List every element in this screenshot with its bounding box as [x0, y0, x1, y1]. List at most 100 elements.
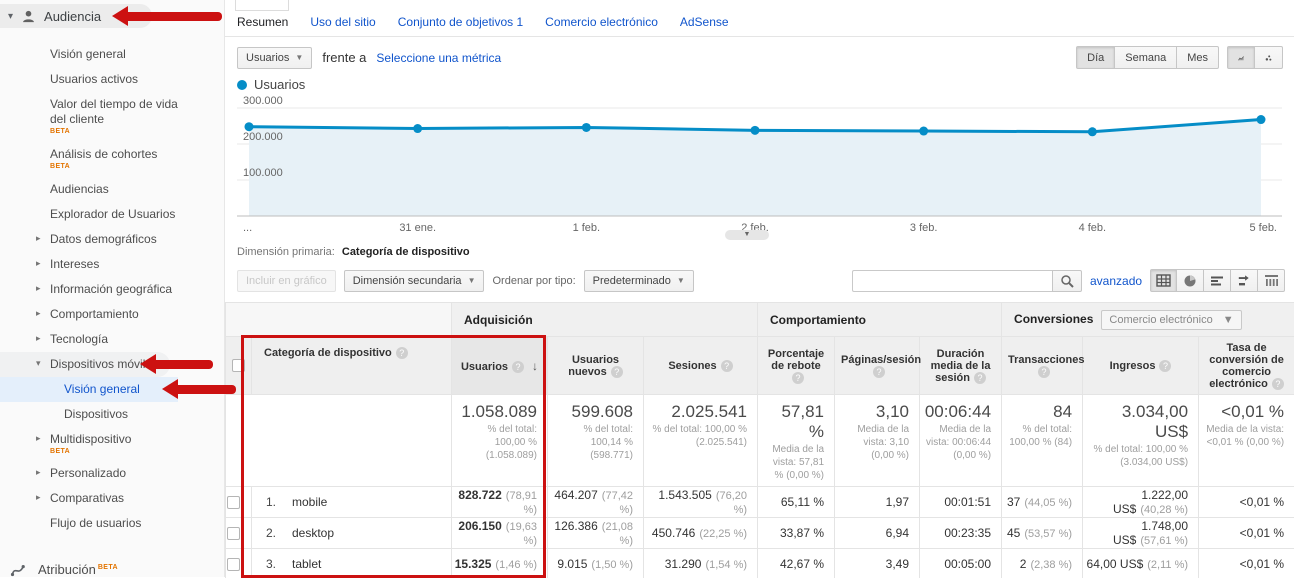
help-icon[interactable]: ? [873, 366, 885, 378]
sidebar-item-audiencias[interactable]: Audiencias [0, 177, 224, 202]
help-icon[interactable]: ? [1038, 366, 1050, 378]
metric-selector-dropdown[interactable]: Usuarios ▼ [237, 47, 312, 69]
col-header-usuarios-nuevos[interactable]: Usuarios nuevos? [548, 337, 644, 395]
advanced-link[interactable]: avanzado [1090, 274, 1142, 288]
col-header-duracion[interactable]: Duración media de la sesión? [920, 337, 1002, 395]
sidebar-item-datos-demogr-ficos[interactable]: ▸Datos demográficos [0, 227, 224, 252]
performance-view-icon[interactable] [1204, 269, 1231, 292]
partial-tab[interactable] [235, 0, 289, 11]
metric-cell: 9.015(1,50 %) [548, 549, 644, 578]
conversions-selector-dropdown[interactable]: Comercio electrónico▼ [1101, 310, 1241, 330]
total-usuarios: 1.058.089% del total: 100,00 % (1.058.08… [452, 395, 548, 487]
device-category-cell[interactable]: 2.desktop [252, 518, 452, 549]
help-icon[interactable]: ? [512, 361, 524, 373]
tab-conjunto-de-objetivos-1[interactable]: Conjunto de objetivos 1 [398, 15, 523, 29]
pivot-view-icon[interactable] [1258, 269, 1285, 292]
col-header-rebote[interactable]: Porcentaje de rebote? [758, 337, 835, 395]
col-header-categoria[interactable]: Categoría de dispositivo? [252, 337, 452, 395]
tab-resumen[interactable]: Resumen [237, 15, 288, 29]
metric-bar: Usuarios ▼ frente a Seleccione una métri… [225, 37, 1294, 75]
sidebar-item-comparativas[interactable]: ▸Comparativas [0, 486, 224, 511]
primary-dimension-value[interactable]: Categoría de dispositivo [342, 246, 470, 258]
metric-value: 45 [1007, 526, 1020, 540]
sidebar-section-audiencia[interactable]: ▾ Audiencia [0, 4, 152, 28]
search-icon[interactable] [1052, 270, 1082, 292]
sidebar-item-dispositivos-m-viles[interactable]: ▾Dispositivos móviles [0, 352, 170, 377]
sidebar-item-visi-n-general[interactable]: Visión general [0, 377, 178, 402]
sidebar-item-label: Visión general [64, 382, 140, 397]
sidebar-item-informaci-n-geogr-fica[interactable]: ▸Información geográfica [0, 277, 224, 302]
device-category-cell[interactable]: 3.tablet [252, 549, 452, 578]
metric-cell: 828.722(78,91 %) [452, 487, 548, 518]
sidebar-item-comportamiento[interactable]: ▸Comportamiento [0, 302, 224, 327]
metric-value: 126.386 [554, 519, 597, 533]
sidebar-item-dispositivos[interactable]: Dispositivos [0, 402, 224, 427]
sidebar-item-explorador-de-usuarios[interactable]: Explorador de Usuarios [0, 202, 224, 227]
sidebar-item-flujo-de-usuarios[interactable]: Flujo de usuarios [0, 511, 224, 536]
row-checkbox[interactable] [227, 496, 240, 509]
chart-legend: Usuarios [237, 77, 1294, 92]
metric-cell: 126.386(21,08 %) [548, 518, 644, 549]
help-icon[interactable]: ? [974, 372, 986, 384]
metric-cell: 1.222,00 US$(40,28 %) [1083, 487, 1199, 518]
col-header-tasa[interactable]: Tasa de conversión de comercio electróni… [1199, 337, 1294, 395]
select-metric-link[interactable]: Seleccione una métrica [376, 51, 501, 65]
col-header-ingresos[interactable]: Ingresos? [1083, 337, 1199, 395]
granularity-mes[interactable]: Mes [1177, 46, 1219, 69]
col-header-transacciones[interactable]: Transacciones? [1002, 337, 1083, 395]
chevron-down-icon: ▼ [677, 276, 685, 285]
svg-text:3 feb.: 3 feb. [910, 222, 938, 234]
metric-percent: (2,38 %) [1030, 559, 1072, 571]
tab-adsense[interactable]: AdSense [680, 15, 729, 29]
sidebar-item-intereses[interactable]: ▸Intereses [0, 252, 224, 277]
metric-value: 15.325 [455, 557, 492, 571]
comparison-view-icon[interactable] [1231, 269, 1258, 292]
search-input[interactable] [852, 270, 1052, 292]
help-icon[interactable]: ? [396, 347, 408, 359]
row-checkbox[interactable] [227, 558, 240, 571]
granularity-semana[interactable]: Semana [1115, 46, 1177, 69]
help-icon[interactable]: ? [721, 360, 733, 372]
sidebar-item-tecnolog-a[interactable]: ▸Tecnología [0, 327, 224, 352]
granularity-día[interactable]: Día [1076, 46, 1115, 69]
help-icon[interactable]: ? [792, 372, 804, 384]
plot-rows-button[interactable]: Incluir en gráfico [237, 270, 336, 292]
tab-uso-del-sitio[interactable]: Uso del sitio [310, 15, 375, 29]
chevron-right-icon: ▸ [36, 308, 41, 319]
sidebar-item-personalizado[interactable]: ▸Personalizado [0, 461, 224, 486]
help-icon[interactable]: ? [1272, 378, 1284, 390]
tab-comercio-electr-nico[interactable]: Comercio electrónico [545, 15, 658, 29]
sidebar-item-usuarios-activos[interactable]: Usuarios activos [0, 67, 224, 92]
help-icon[interactable]: ? [1159, 360, 1171, 372]
help-icon[interactable]: ? [611, 366, 623, 378]
timeline-handle[interactable]: ▼ [725, 230, 769, 240]
legend-dot-icon [237, 80, 247, 90]
sidebar-item-visi-n-general[interactable]: Visión general [0, 42, 224, 67]
percentage-view-icon[interactable] [1177, 269, 1204, 292]
col-header-paginas[interactable]: Páginas/sesión? [835, 337, 920, 395]
col-header-sesiones[interactable]: Sesiones? [644, 337, 758, 395]
primary-dimension-label: Dimensión primaria: [237, 246, 335, 258]
table-view-icon[interactable] [1150, 269, 1177, 292]
row-checkbox[interactable] [227, 527, 240, 540]
sort-type-dropdown[interactable]: Predeterminado ▼ [584, 270, 694, 292]
col-header-usuarios[interactable]: Usuarios?↓ [452, 337, 548, 395]
line-chart-icon[interactable] [1227, 46, 1255, 69]
attribution-icon [10, 562, 26, 578]
device-category-cell[interactable]: 1.mobile [252, 487, 452, 518]
svg-text:1 feb.: 1 feb. [573, 222, 601, 234]
sidebar-item-label: Intereses [50, 257, 99, 272]
select-all-checkbox[interactable] [232, 359, 245, 372]
secondary-dimension-dropdown[interactable]: Dimensión secundaria ▼ [344, 270, 485, 292]
metric-percent: (44,05 %) [1024, 497, 1072, 509]
motion-chart-icon[interactable] [1255, 46, 1283, 69]
